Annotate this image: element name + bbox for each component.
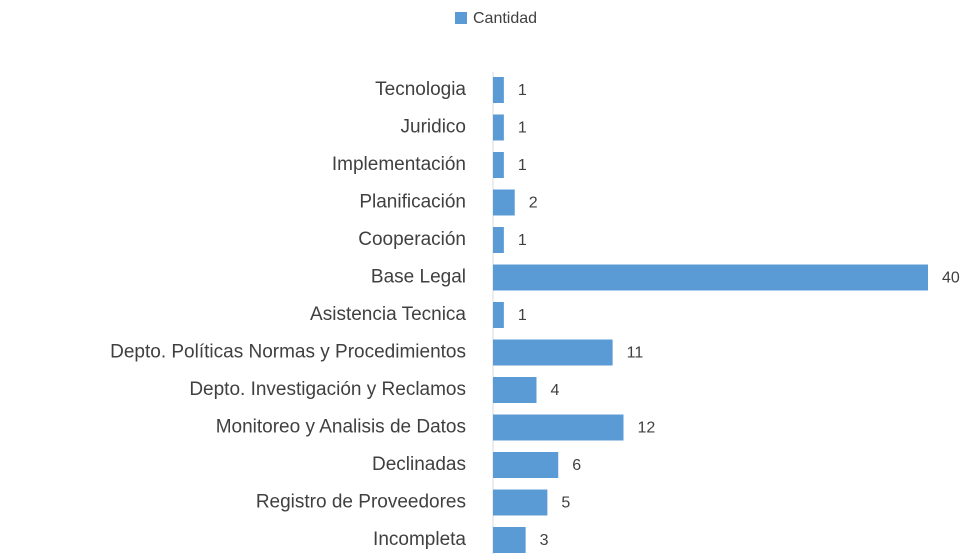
value-label: 1 <box>518 82 527 99</box>
category-label: Base Legal <box>371 267 466 288</box>
value-label: 12 <box>638 420 656 437</box>
value-label: 3 <box>540 532 549 549</box>
category-label: Implementación <box>332 154 466 175</box>
value-label: 1 <box>518 307 527 324</box>
category-label: Cooperación <box>358 229 466 250</box>
category-label: Declinadas <box>372 454 466 475</box>
value-label: 4 <box>551 382 560 399</box>
category-label: Juridico <box>401 117 466 138</box>
category-label: Depto. Investigación y Reclamos <box>189 379 466 400</box>
bar <box>493 339 613 366</box>
legend-swatch <box>455 12 467 24</box>
bar <box>493 489 548 516</box>
bar <box>493 452 559 478</box>
bar <box>493 377 537 403</box>
bar <box>493 414 624 441</box>
value-label: 1 <box>518 157 527 174</box>
bar <box>493 189 515 216</box>
category-label: Incompleta <box>373 529 466 550</box>
bar <box>493 264 928 291</box>
bar <box>493 77 504 103</box>
category-label: Planificación <box>359 192 466 213</box>
value-label: 1 <box>518 232 527 249</box>
bar <box>493 527 526 553</box>
bar <box>493 227 504 253</box>
value-label: 2 <box>529 195 538 212</box>
category-label: Depto. Políticas Normas y Procedimientos <box>110 342 466 363</box>
category-label: Monitoreo y Analisis de Datos <box>216 417 466 438</box>
value-label: 1 <box>518 120 527 137</box>
bar <box>493 114 504 141</box>
bar <box>493 302 504 328</box>
legend-label: Cantidad <box>473 10 537 27</box>
category-label: Registro de Proveedores <box>256 492 466 513</box>
value-label: 6 <box>572 457 581 474</box>
bar <box>493 152 504 178</box>
value-label: 40 <box>942 270 960 287</box>
value-label: 5 <box>561 495 570 512</box>
category-label: Tecnologia <box>375 79 466 100</box>
value-label: 11 <box>627 345 644 362</box>
category-label: Asistencia Tecnica <box>310 304 466 325</box>
